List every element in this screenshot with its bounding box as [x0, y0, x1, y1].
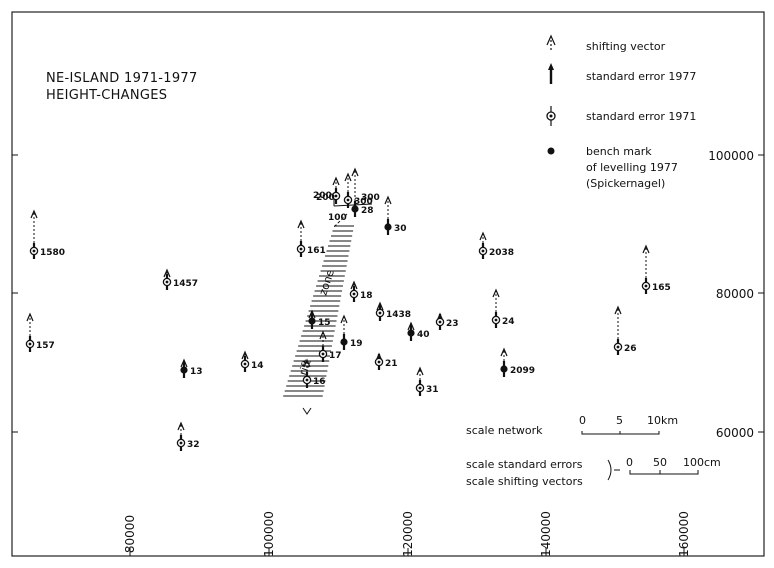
- x-tick-label: 140000: [539, 511, 553, 557]
- scale-network-tick-10: 10km: [647, 414, 678, 427]
- legend-standard-error-1977-symbol: [548, 63, 554, 84]
- scale-errors: scale standard errors scale shifting vec…: [466, 456, 721, 488]
- point-label: 31: [426, 385, 439, 395]
- point-label: 16: [313, 377, 326, 387]
- point-label: 23: [446, 319, 459, 329]
- scale-network: scale network 0 5 10km: [466, 414, 678, 437]
- scale-errors-label: scale standard errors: [466, 458, 583, 471]
- legend: shifting vector standard error 1977 stan…: [546, 34, 696, 190]
- y-tick-label: 80000: [716, 287, 754, 301]
- point-label: 21: [385, 359, 398, 369]
- bench-mark-157: 157: [25, 312, 55, 352]
- x-tick-label: 160000: [677, 511, 691, 557]
- bench-mark-26: 26: [613, 305, 637, 355]
- point-label: 15: [318, 318, 331, 328]
- point-label: 28: [361, 206, 374, 216]
- bench-mark-1580: 1580: [29, 209, 65, 259]
- point-label: 2099: [510, 366, 535, 376]
- rift-label: rift: [296, 357, 313, 376]
- bench-mark-15: 15: [308, 309, 331, 329]
- point-label: 17: [329, 351, 342, 361]
- x-tick-label: 100000: [262, 511, 276, 557]
- bench-mark-28: 28: [351, 167, 374, 217]
- point-label: 161: [307, 246, 326, 256]
- bench-mark-300: 300: [343, 172, 373, 208]
- scale-errors-tick-0: 0: [626, 456, 633, 469]
- bench-mark-1457: 1457: [162, 268, 198, 290]
- scale-network-tick-5: 5: [616, 414, 623, 427]
- point-label: 200: [316, 193, 335, 203]
- point-label: 1580: [40, 248, 65, 258]
- bench-mark-161: 161: [296, 219, 326, 257]
- contour-label-300: 300: [361, 193, 380, 203]
- bench-mark-32: 32: [176, 421, 200, 451]
- x-tick-label: 80000: [123, 515, 137, 553]
- bench-mark-200: 200: [316, 176, 341, 204]
- contour-label-100: 100: [328, 213, 347, 223]
- map-title: NE-ISLAND 1971-1977: [46, 71, 198, 86]
- bench-mark-2038: 2038: [478, 231, 514, 259]
- y-tick-label: 60000: [716, 426, 754, 440]
- legend-shifting-vector-symbol: [546, 34, 556, 50]
- legend-bench-mark-symbol: [547, 147, 555, 155]
- legend-shifting-vector-label: shifting vector: [586, 40, 666, 53]
- scale-vectors-label: scale shifting vectors: [466, 475, 583, 488]
- bench-mark-30: 30: [384, 195, 407, 235]
- legend-standard-error-1977-label: standard error 1977: [586, 70, 696, 83]
- bench-mark-2099: 2099: [500, 347, 535, 377]
- point-label: 1438: [386, 310, 411, 320]
- point-label: 19: [350, 339, 363, 349]
- point-label: 18: [360, 291, 373, 301]
- map-subtitle: HEIGHT-CHANGES: [46, 88, 167, 103]
- point-label: 40: [417, 330, 430, 340]
- bench-mark-21: 21: [374, 352, 398, 370]
- scale-errors-tick-100: 100cm: [683, 456, 721, 469]
- bench-mark-23: 23: [435, 312, 459, 330]
- bench-mark-19: 19: [340, 314, 363, 350]
- bench-mark-40: 40: [407, 321, 430, 341]
- zone-label: zone: [316, 268, 337, 297]
- bench-mark-1438: 1438: [375, 301, 411, 321]
- y-tick-label: 100000: [708, 149, 754, 163]
- legend-standard-error-1971-symbol: [546, 106, 556, 126]
- x-tick-label: 120000: [401, 511, 415, 557]
- point-label: 24: [502, 317, 515, 327]
- point-label: 14: [251, 361, 264, 371]
- point-label: 165: [652, 283, 671, 293]
- point-label: 32: [187, 440, 200, 450]
- legend-standard-error-1971-label: standard error 1971: [586, 110, 696, 123]
- bench-mark-165: 165: [641, 244, 671, 294]
- point-label: 300: [354, 197, 373, 207]
- bench-mark-24: 24: [491, 288, 515, 328]
- bench-mark-16: 16: [302, 358, 326, 388]
- bench-mark-17: 17: [318, 330, 342, 362]
- point-label: 30: [394, 224, 407, 234]
- point-label: 13: [190, 367, 203, 377]
- scale-errors-tick-50: 50: [653, 456, 667, 469]
- bench-mark-14: 14: [240, 350, 264, 372]
- point-label: 26: [624, 344, 637, 354]
- scale-network-tick-0: 0: [579, 414, 586, 427]
- legend-bench-mark-label: bench mark of levelling 1977 (Spickernagel…: [586, 145, 678, 190]
- bench-mark-31: 31: [415, 366, 439, 396]
- point-label: 157: [36, 341, 55, 351]
- point-label: 1457: [173, 279, 198, 289]
- bench-mark-18: 18: [349, 280, 373, 302]
- bench-mark-13: 13: [180, 358, 203, 378]
- axes: 80000 100000 120000 140000 160000 100000 80000…: [12, 149, 764, 557]
- contour-label-200: 200: [313, 191, 332, 201]
- map-frame: [11, 11, 765, 557]
- point-label: 2038: [489, 248, 514, 258]
- scale-network-label: scale network: [466, 424, 543, 437]
